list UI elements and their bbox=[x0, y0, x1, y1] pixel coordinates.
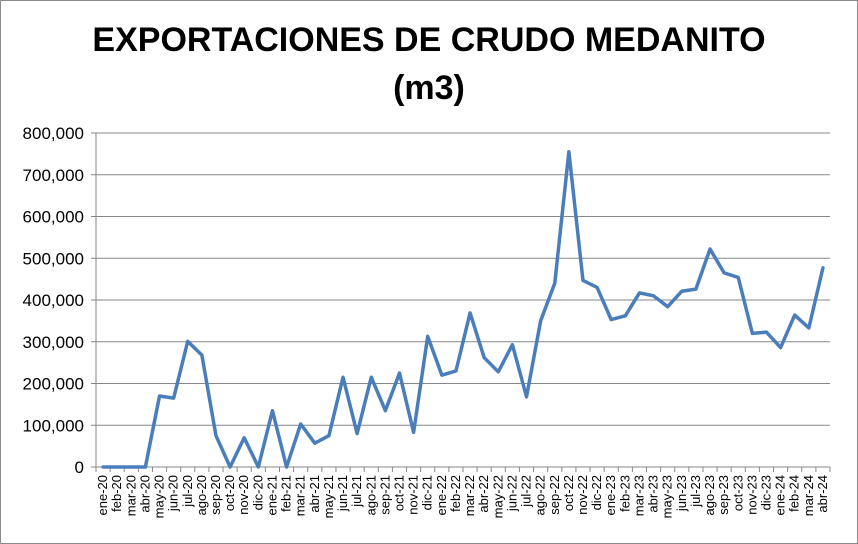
y-tick-label: 400,000 bbox=[23, 291, 84, 310]
x-tick-label: mar-23 bbox=[631, 475, 646, 516]
x-tick-label: feb-20 bbox=[109, 475, 124, 512]
x-tick-label: oct-22 bbox=[561, 475, 576, 511]
x-tick-label: sep-23 bbox=[716, 475, 731, 515]
x-tick-label: mar-22 bbox=[462, 475, 477, 516]
x-tick-label: mar-24 bbox=[801, 475, 816, 516]
x-tick-label: jul-20 bbox=[180, 475, 195, 508]
x-tick-label: jun-22 bbox=[504, 475, 519, 512]
y-tick-label: 300,000 bbox=[23, 333, 84, 352]
x-tick-label: oct-21 bbox=[391, 475, 406, 511]
x-tick-label: feb-23 bbox=[617, 475, 632, 512]
x-tick-label: dic-20 bbox=[250, 475, 265, 510]
x-tick-label: ago-22 bbox=[533, 475, 548, 515]
x-tick-label: nov-20 bbox=[236, 475, 251, 515]
x-tick-label: ene-20 bbox=[95, 475, 110, 515]
x-tick-label: sep-21 bbox=[377, 475, 392, 515]
x-tick-label: mar-21 bbox=[293, 475, 308, 516]
x-tick-label: abr-20 bbox=[137, 475, 152, 513]
y-tick-label: 0 bbox=[75, 458, 84, 477]
x-tick-label: ene-21 bbox=[264, 475, 279, 515]
x-tick-label: oct-23 bbox=[730, 475, 745, 511]
x-tick-labels: ene-20 feb-20 mar-20 abr-20 may-20 jun-20 jul-… bbox=[95, 475, 830, 518]
x-tick-label: jul-23 bbox=[688, 475, 703, 508]
x-tick-label: feb-22 bbox=[448, 475, 463, 512]
x-tick-label: jun-23 bbox=[674, 475, 689, 512]
x-tick-label: abr-22 bbox=[476, 475, 491, 513]
x-tick-label: nov-21 bbox=[406, 475, 421, 515]
x-tick-label: ene-23 bbox=[603, 475, 618, 515]
x-tick-label: abr-21 bbox=[307, 475, 322, 513]
x-tick-label: nov-23 bbox=[744, 475, 759, 515]
x-tick-label: sep-22 bbox=[547, 475, 562, 515]
x-tick-label: abr-24 bbox=[815, 475, 830, 513]
x-tick-label: ene-24 bbox=[773, 475, 788, 515]
chart-title-line2: (m3) bbox=[393, 69, 465, 107]
x-tick-label: ago-23 bbox=[702, 475, 717, 515]
x-tick-label: may-21 bbox=[321, 475, 336, 518]
y-tick-label: 200,000 bbox=[23, 375, 84, 394]
y-tick-labels: 0 100,000 200,000 300,000 400,000 500,000 600,… bbox=[23, 124, 84, 477]
x-tick-label: mar-20 bbox=[123, 475, 138, 516]
chart-title: EXPORTACIONES DE CRUDO MEDANITO (m3) bbox=[0, 16, 858, 112]
x-tick-label: jun-20 bbox=[166, 475, 181, 512]
x-tick-label: feb-24 bbox=[787, 475, 802, 512]
x-tick-label: may-22 bbox=[490, 475, 505, 518]
x-tick-label: abr-23 bbox=[646, 475, 661, 513]
y-tick-label: 800,000 bbox=[23, 124, 84, 143]
y-tick-label: 600,000 bbox=[23, 208, 84, 227]
axes bbox=[91, 132, 831, 472]
chart-title-line1: EXPORTACIONES DE CRUDO MEDANITO bbox=[92, 21, 766, 59]
x-tick-label: ene-22 bbox=[434, 475, 449, 515]
x-tick-label: sep-20 bbox=[208, 475, 223, 515]
y-tick-label: 100,000 bbox=[23, 416, 84, 435]
series-line-group bbox=[101, 150, 825, 469]
x-tick-label: oct-20 bbox=[222, 475, 237, 511]
x-tick-label: ago-21 bbox=[363, 475, 378, 515]
x-tick-label: may-20 bbox=[152, 475, 167, 518]
y-tick-label: 700,000 bbox=[23, 166, 84, 185]
x-tick-label: dic-23 bbox=[758, 475, 773, 510]
series-line bbox=[101, 150, 825, 469]
x-tick-label: jul-22 bbox=[519, 475, 534, 508]
x-tick-label: ago-20 bbox=[194, 475, 209, 515]
x-tick-label: dic-22 bbox=[589, 475, 604, 510]
x-tick-label: jul-21 bbox=[349, 475, 364, 508]
x-tick-label: jun-21 bbox=[335, 475, 350, 512]
x-tick-label: nov-22 bbox=[575, 475, 590, 515]
x-tick-label: feb-21 bbox=[279, 475, 294, 512]
x-tick-label: may-23 bbox=[660, 475, 675, 518]
x-tick-label: dic-21 bbox=[420, 475, 435, 510]
y-tick-label: 500,000 bbox=[23, 249, 84, 268]
